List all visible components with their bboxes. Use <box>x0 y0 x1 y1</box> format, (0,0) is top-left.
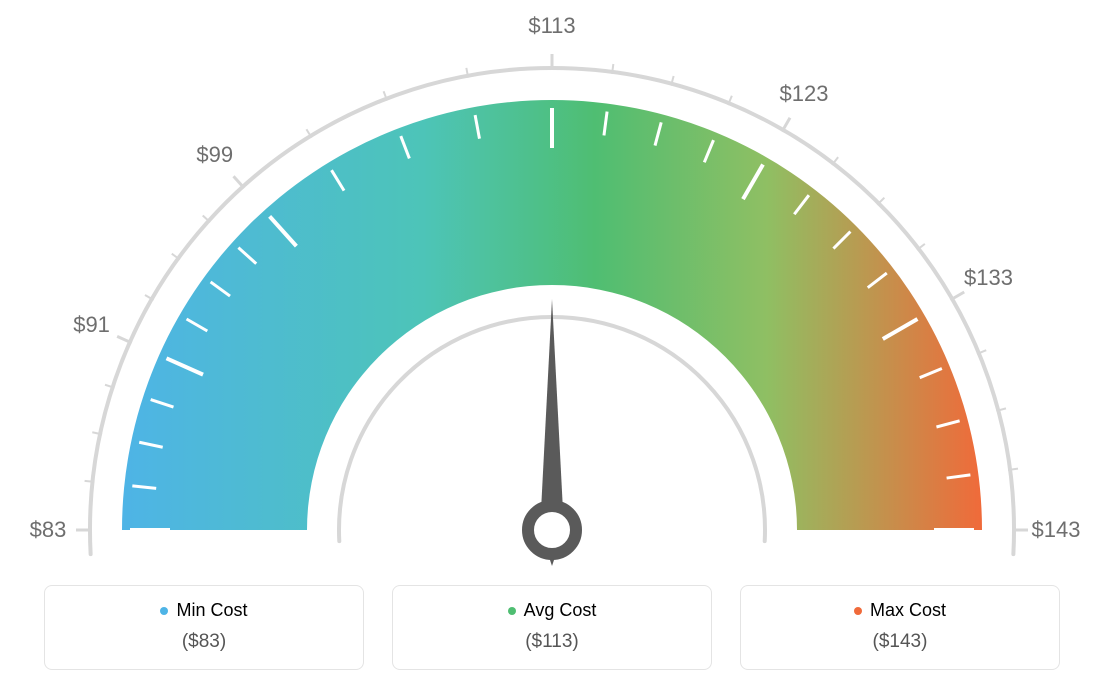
needle-hub <box>528 506 576 554</box>
legend-row: Min Cost ($83) Avg Cost ($113) Max Cost … <box>0 585 1104 670</box>
legend-value-avg: ($113) <box>411 631 693 653</box>
legend-value-min: ($83) <box>63 631 345 653</box>
tick-minor-outer <box>85 481 95 482</box>
legend-label: Avg Cost <box>524 600 597 621</box>
tick-label: $83 <box>30 517 67 543</box>
tick-minor-outer <box>1008 469 1018 470</box>
legend-card-avg: Avg Cost ($113) <box>392 585 712 670</box>
tick-label: $133 <box>964 265 1013 291</box>
legend-card-min: Min Cost ($83) <box>44 585 364 670</box>
legend-label: Max Cost <box>870 600 946 621</box>
legend-value-max: ($143) <box>759 631 1041 653</box>
legend-title-max: Max Cost <box>854 600 946 621</box>
tick-label: $113 <box>528 13 575 39</box>
legend-label: Min Cost <box>176 600 247 621</box>
dot-icon <box>854 607 862 615</box>
tick-label: $143 <box>1032 517 1081 543</box>
dot-icon <box>508 607 516 615</box>
cost-gauge: $83$91$99$113$123$133$143 <box>32 10 1072 570</box>
dot-icon <box>160 607 168 615</box>
gauge-svg <box>32 10 1072 570</box>
tick-label: $123 <box>780 81 829 107</box>
legend-title-avg: Avg Cost <box>508 600 597 621</box>
legend-title-min: Min Cost <box>160 600 247 621</box>
tick-major-outer <box>233 176 244 188</box>
tick-label: $91 <box>73 312 110 338</box>
legend-card-max: Max Cost ($143) <box>740 585 1060 670</box>
tick-minor-outer <box>612 64 613 74</box>
tick-label: $99 <box>196 142 233 168</box>
